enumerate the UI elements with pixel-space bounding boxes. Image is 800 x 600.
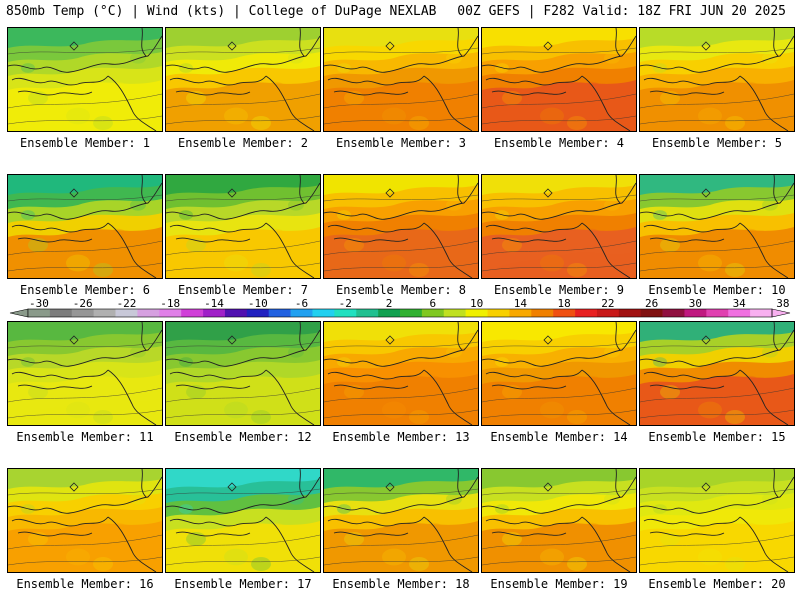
colorbar-swatch <box>290 309 313 317</box>
temperature-colorbar <box>9 308 791 318</box>
colorbar-tick-label: -10 <box>247 297 268 310</box>
colorbar-swatch <box>596 309 620 317</box>
colorbar-swatch <box>662 309 685 317</box>
colorbar-swatch <box>443 309 466 317</box>
colorbar-swatch <box>378 309 401 317</box>
colorbar-tick-label: 34 <box>732 297 746 310</box>
colorbar-tick-label: -18 <box>160 297 181 310</box>
ensemble-member-caption: Ensemble Member: 3 <box>335 136 467 150</box>
ensemble-member-map <box>481 321 637 426</box>
map-title: 850mb Temp (°C) | Wind (kts) | College o… <box>6 4 437 19</box>
colorbar-swatch <box>159 309 182 317</box>
ensemble-member-map <box>639 27 795 132</box>
colorbar-swatch <box>137 309 160 317</box>
colorbar-tick-label: -6 <box>294 297 309 310</box>
ensemble-member-caption: Ensemble Member: 6 <box>19 283 151 297</box>
ensemble-member-map <box>639 174 795 279</box>
ensemble-member-caption: Ensemble Member: 8 <box>335 283 467 297</box>
colorbar-tick-label: 38 <box>776 297 790 310</box>
ensemble-member-caption: Ensemble Member: 14 <box>490 430 628 444</box>
ensemble-member-caption: Ensemble Member: 5 <box>651 136 783 150</box>
colorbar-swatch <box>356 309 379 317</box>
ensemble-member-map <box>639 468 795 573</box>
ensemble-member-map <box>165 321 321 426</box>
colorbar-swatch <box>553 309 576 317</box>
colorbar-tick-label: 22 <box>601 297 615 310</box>
ensemble-member-caption: Ensemble Member: 19 <box>490 577 628 591</box>
colorbar-tick-label: 6 <box>429 297 437 310</box>
colorbar-swatch <box>575 309 598 317</box>
ensemble-member-caption: Ensemble Member: 4 <box>493 136 625 150</box>
ensemble-member-map <box>639 321 795 426</box>
colorbar-tick-label: -26 <box>72 297 93 310</box>
ensemble-member-caption: Ensemble Member: 10 <box>648 283 786 297</box>
colorbar-swatch <box>400 309 423 317</box>
colorbar-tick-label: 2 <box>385 297 393 310</box>
ensemble-member-map <box>481 174 637 279</box>
colorbar-swatch <box>246 309 269 317</box>
colorbar-tick-label: 26 <box>644 297 659 310</box>
ensemble-member-map <box>7 321 163 426</box>
colorbar-swatch <box>203 309 226 317</box>
ensemble-member-map <box>481 27 637 132</box>
ensemble-member-caption: Ensemble Member: 16 <box>16 577 154 591</box>
ensemble-member-map <box>165 468 321 573</box>
ensemble-member-caption: Ensemble Member: 11 <box>16 430 154 444</box>
ensemble-member-caption: Ensemble Member: 18 <box>332 577 470 591</box>
colorbar-tick-label: -2 <box>338 297 352 310</box>
ensemble-member-caption: Ensemble Member: 7 <box>177 283 309 297</box>
ensemble-member-map <box>7 174 163 279</box>
colorbar-swatch <box>750 309 773 317</box>
colorbar-low-arrow <box>9 308 29 318</box>
colorbar-tick-label: 10 <box>469 297 484 310</box>
colorbar-swatch <box>93 309 116 317</box>
colorbar-tick-label: -30 <box>28 297 49 310</box>
ensemble-member-caption: Ensemble Member: 15 <box>648 430 786 444</box>
model-run-info: 00Z GEFS | F282 Valid: 18Z FRI JUN 20 20… <box>457 4 786 19</box>
colorbar-swatch <box>268 309 291 317</box>
ensemble-member-caption: Ensemble Member: 20 <box>648 577 786 591</box>
colorbar-swatch <box>487 309 510 317</box>
colorbar-tick-label: 14 <box>513 297 528 310</box>
ensemble-member-caption: Ensemble Member: 9 <box>493 283 625 297</box>
ensemble-member-caption: Ensemble Member: 1 <box>19 136 151 150</box>
colorbar-swatch <box>71 309 94 317</box>
ensemble-member-map <box>165 27 321 132</box>
colorbar-swatch <box>49 309 73 317</box>
ensemble-member-map <box>323 468 479 573</box>
colorbar-high-arrow <box>771 308 791 318</box>
ensemble-member-caption: Ensemble Member: 2 <box>177 136 309 150</box>
ensemble-member-map <box>7 468 163 573</box>
ensemble-member-caption: Ensemble Member: 13 <box>332 430 470 444</box>
colorbar-swatch <box>706 309 729 317</box>
colorbar-swatch <box>421 309 445 317</box>
colorbar-swatch <box>531 309 554 317</box>
ensemble-member-map <box>165 174 321 279</box>
colorbar-swatch <box>728 309 751 317</box>
colorbar-swatch <box>334 309 357 317</box>
ensemble-member-caption: Ensemble Member: 12 <box>174 430 312 444</box>
ensemble-member-map <box>323 174 479 279</box>
colorbar-tick-labels: -30 -26 -22 -18 -14 -10 -6 -2 2 6 10 14 18 22 26 30 34 38… <box>0 297 800 311</box>
colorbar-tick-label: 18 <box>557 297 571 310</box>
ensemble-member-map <box>481 468 637 573</box>
ensemble-member-map <box>7 27 163 132</box>
colorbar-swatch <box>640 309 663 317</box>
ensemble-member-map <box>323 321 479 426</box>
colorbar-swatch <box>509 309 532 317</box>
colorbar-swatch <box>28 309 51 317</box>
colorbar-tick-label: -14 <box>204 297 224 310</box>
colorbar-swatch <box>312 309 335 317</box>
colorbar-tick-label: 30 <box>688 297 703 310</box>
colorbar-swatch <box>224 309 248 317</box>
ensemble-member-map <box>323 27 479 132</box>
colorbar-swatch <box>618 309 641 317</box>
colorbar-swatch <box>684 309 707 317</box>
colorbar-swatch <box>181 309 204 317</box>
ensemble-member-caption: Ensemble Member: 17 <box>174 577 312 591</box>
colorbar-swatch <box>115 309 138 317</box>
colorbar-swatch <box>465 309 488 317</box>
colorbar-tick-label: -22 <box>116 297 137 310</box>
